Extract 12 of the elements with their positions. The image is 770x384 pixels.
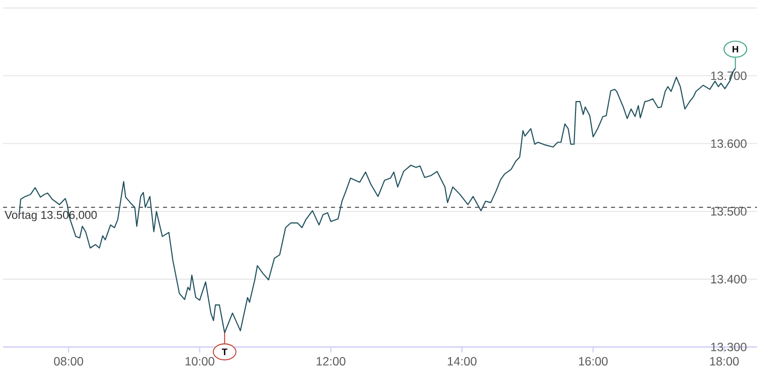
- x-tick-label: 08:00: [54, 357, 84, 366]
- x-tick-label: 18:00: [710, 357, 739, 366]
- x-tick-label: 14:00: [448, 357, 477, 366]
- y-tick-label: 13.500: [711, 207, 746, 216]
- y-tick-label: 13.400: [711, 274, 746, 284]
- y-tick-label: 13.300: [711, 342, 746, 352]
- x-tick-label: 16:00: [579, 357, 608, 366]
- x-tick-label: 12:00: [316, 357, 346, 366]
- annotation: T: [222, 348, 228, 356]
- y-tick-label: 13.600: [711, 139, 746, 148]
- annotation: H: [732, 46, 738, 52]
- x-tick-label: 10:00: [186, 357, 214, 366]
